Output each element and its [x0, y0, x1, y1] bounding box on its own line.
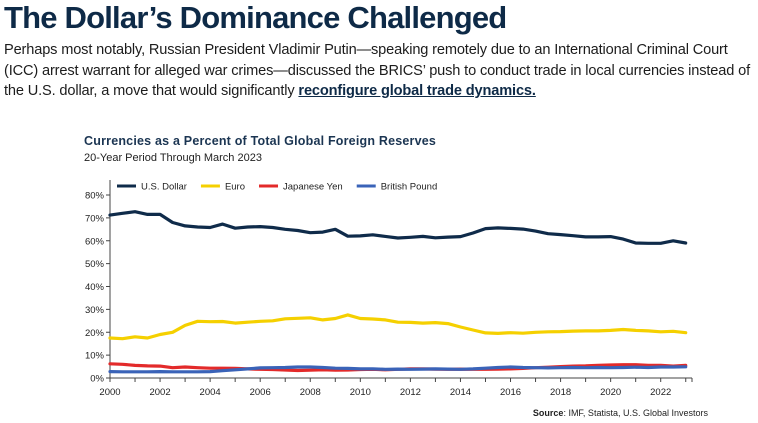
- y-tick-label: 0%: [90, 374, 104, 385]
- source-text: : IMF, Statista, U.S. Global Investors: [563, 408, 708, 418]
- x-tick-label: 2002: [149, 387, 170, 398]
- x-tick-label: 2020: [600, 387, 621, 398]
- article-headline: The Dollar’s Dominance Challenged: [4, 0, 507, 35]
- x-tick-label: 2006: [250, 387, 271, 398]
- x-tick-label: 2012: [400, 387, 421, 398]
- source-note: Source: IMF, Statista, U.S. Global Inves…: [533, 408, 708, 418]
- x-tick-label: 2004: [200, 387, 221, 398]
- y-tick-label: 60%: [85, 236, 105, 247]
- series-lines: [108, 210, 688, 374]
- legend: U.S. Dollar Euro Japanese Yen British Pound: [117, 182, 437, 193]
- series-line-british-pound: [108, 365, 688, 374]
- chart-subtitle: 20-Year Period Through March 2023: [84, 152, 262, 164]
- y-tick-label: 70%: [85, 213, 105, 224]
- y-tick-label: 10%: [85, 351, 105, 362]
- x-tick-label: 2018: [550, 387, 571, 398]
- legend-label-japanese-yen: Japanese Yen: [283, 182, 343, 193]
- y-tick-label: 40%: [85, 282, 105, 293]
- x-axis: 2000 2002 2004 2006 2008 2010 2012 2014 2016 2018…: [99, 377, 693, 398]
- x-tick-label: 2016: [500, 387, 521, 398]
- y-tick-label: 50%: [85, 259, 105, 270]
- legend-label-british-pound: British Pound: [381, 182, 438, 193]
- article-paragraph: Perhaps most notably, Russian President …: [4, 40, 756, 102]
- y-tick-label: 80%: [85, 191, 105, 202]
- x-tick-label: 2014: [450, 387, 471, 398]
- series-line-euro: [108, 313, 688, 341]
- series-line-u-s-dollar: [108, 210, 688, 245]
- y-tick-label: 30%: [85, 305, 105, 316]
- legend-label-euro: Euro: [225, 182, 245, 193]
- x-tick-label: 2000: [99, 387, 120, 398]
- x-tick-label: 2008: [300, 387, 321, 398]
- x-tick-label: 2022: [650, 387, 671, 398]
- legend-label-u-s-dollar: U.S. Dollar: [141, 182, 187, 193]
- y-axis: 0% 10% 20% 30% 40% 50% 60% 70% 80%: [85, 180, 111, 385]
- source-label: Source: [532, 408, 564, 418]
- paragraph-text: Perhaps most notably, Russian President …: [4, 42, 750, 99]
- reconfigure-trade-link[interactable]: reconfigure global trade dynamics.: [298, 83, 536, 99]
- x-tick-label: 2010: [350, 387, 371, 398]
- chart-title: Currencies as a Percent of Total Global …: [84, 134, 437, 148]
- y-tick-label: 20%: [85, 328, 105, 339]
